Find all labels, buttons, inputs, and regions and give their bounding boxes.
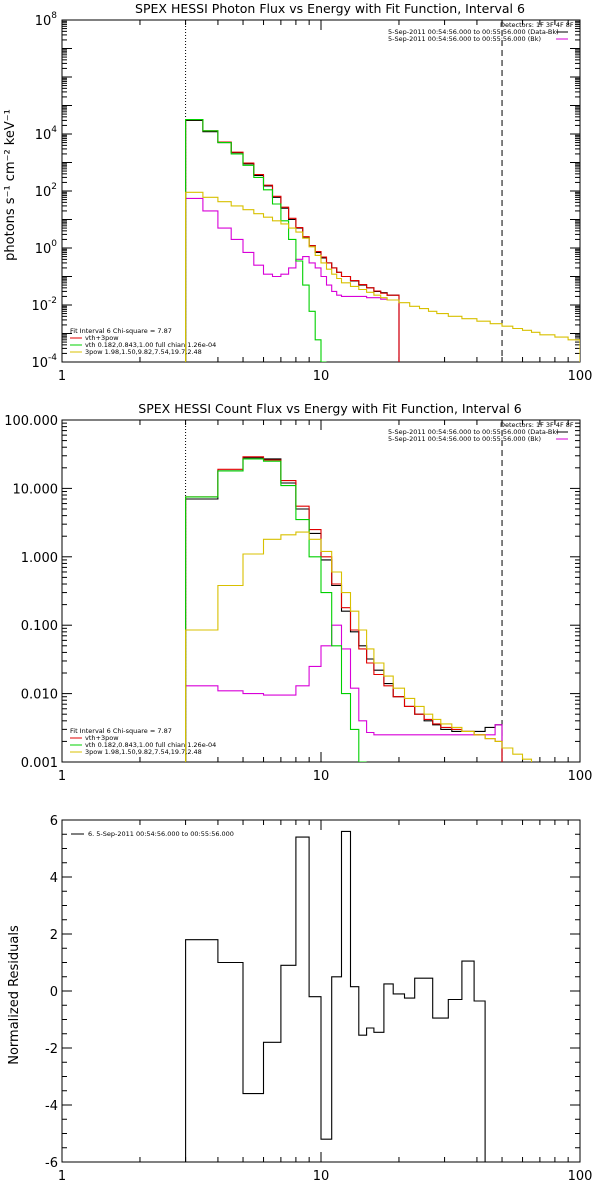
legend-vth3pow: vth+3pow xyxy=(85,334,119,342)
series-group xyxy=(185,119,580,362)
legend-3pow: 3pow 1.98,1.50,9.82,7.54,19.7,2.48 xyxy=(85,748,202,756)
series-line-6-5-sep-2011-00-54-56-000-to-00-55-56-000 xyxy=(185,830,486,1162)
y-tick-label: 4 xyxy=(50,871,58,886)
x-tick-label: 10 xyxy=(313,1169,330,1184)
y-tick-label: 100 xyxy=(35,239,58,257)
legend-bk: 5-Sep-2011 00:54:56.000 to 00:55:56.000 … xyxy=(388,435,541,443)
y-tick-label: 10-2 xyxy=(31,296,57,314)
y-tick-label: 0.001 xyxy=(21,756,58,771)
legend-bk: 5-Sep-2011 00:54:56.000 to 00:55:56.000 … xyxy=(388,35,541,43)
x-tick-label: 1 xyxy=(58,769,66,784)
series-line-data-bk xyxy=(185,457,503,762)
series-line-data-bk xyxy=(185,119,400,362)
legend-detectors: Detectors: 1F 3F 4F 8F xyxy=(500,21,574,29)
series-line-vth-3pow xyxy=(185,119,400,362)
y-axis-label: photons s⁻¹ cm⁻² keV⁻¹ xyxy=(3,109,18,261)
plot-area: 1 10 100 -6 -4 -2 0 2 4 6 xyxy=(45,814,592,1184)
x-tick-label: 10 xyxy=(313,369,330,384)
series-line-vth xyxy=(185,119,327,362)
x-tick-label: 1 xyxy=(58,1169,66,1184)
series-line-3pow xyxy=(185,191,580,362)
y-tick-label: 6 xyxy=(50,814,58,829)
legend-data-bk: 5-Sep-2011 00:54:56.000 to 00:55:56.000 … xyxy=(388,28,559,36)
y-tick-label: 0 xyxy=(50,985,58,1000)
panel-photon-flux: SPEX HESSI Photon Flux vs Energy with Fi… xyxy=(3,1,592,384)
legend-vth: vth 0.182,0.843,1.00 full chian 1.26e-04 xyxy=(85,341,216,349)
panel-title: SPEX HESSI Photon Flux vs Energy with Fi… xyxy=(135,1,525,16)
series-group xyxy=(185,830,486,1162)
legend-bottom-left: Fit Interval 6 Chi-square = 7.87 vth+3po… xyxy=(70,327,216,356)
y-tick-label: 10-4 xyxy=(31,353,57,371)
y-tick-label: 2 xyxy=(50,928,58,943)
y-tick-label: 102 xyxy=(35,182,57,200)
y-tick-label: -2 xyxy=(45,1042,58,1057)
x-tick-label: 100 xyxy=(568,1169,593,1184)
y-tick-label: 104 xyxy=(35,125,58,143)
series-line-bk xyxy=(185,197,400,362)
panel-title: SPEX HESSI Count Flux vs Energy with Fit… xyxy=(138,401,521,416)
legend-3pow: 3pow 1.98,1.50,9.82,7.54,19.7,2.48 xyxy=(85,348,202,356)
legend-fit-interval: Fit Interval 6 Chi-square = 7.87 xyxy=(70,727,172,735)
series-line-vth xyxy=(185,458,367,762)
plot-area: 1 10 100 0.001 0.010 0.100 1.000 10.000 100.000 xyxy=(4,414,592,784)
panel-count-flux: SPEX HESSI Count Flux vs Energy with Fit… xyxy=(4,401,592,784)
series-line-3pow xyxy=(185,531,533,762)
y-tick-label: -6 xyxy=(45,1156,58,1171)
legend-bottom-left: Fit Interval 6 Chi-square = 7.87 vth+3po… xyxy=(70,727,216,756)
series-line-bk xyxy=(185,624,503,762)
y-tick-label: 1.000 xyxy=(21,551,58,566)
x-tick-label: 10 xyxy=(313,769,330,784)
series-group xyxy=(185,456,533,762)
y-axis-label: Normalized Residuals xyxy=(7,925,22,1065)
legend-vth: vth 0.182,0.843,1.00 full chian 1.26e-04 xyxy=(85,741,216,749)
y-tick-label: 108 xyxy=(35,11,58,29)
x-tick-label: 1 xyxy=(58,369,66,384)
x-tick-label: 100 xyxy=(568,369,593,384)
plot-area: 1 10 100 10-4 10-2 100 102 104 108 xyxy=(31,11,592,384)
legend-interval: 6. 5-Sep-2011 00:54:56.000 to 00:55:56.0… xyxy=(88,830,234,838)
series-line-vth-3pow xyxy=(185,456,503,762)
y-tick-label: 0.010 xyxy=(21,688,58,703)
legend-detectors: Detectors: 1F 3F 4F 8F xyxy=(500,421,574,429)
y-tick-label: 0.100 xyxy=(21,619,58,634)
y-tick-label: 10.000 xyxy=(13,482,59,497)
panel-residuals: Normalized Residuals 1 10 100 -6 -4 -2 0 2 4 6 6.… xyxy=(7,814,592,1184)
legend-data-bk: 5-Sep-2011 00:54:56.000 to 00:55:56.000 … xyxy=(388,428,559,436)
legend-top-right: Detectors: 1F 3F 4F 8F 5-Sep-2011 00:54:… xyxy=(388,421,574,443)
y-tick-label: 100.000 xyxy=(4,414,58,429)
legend-top-right: Detectors: 1F 3F 4F 8F 5-Sep-2011 00:54:… xyxy=(388,21,574,43)
legend-vth3pow: vth+3pow xyxy=(85,734,119,742)
x-tick-label: 100 xyxy=(568,769,593,784)
y-tick-label: -4 xyxy=(45,1099,58,1114)
legend-fit-interval: Fit Interval 6 Chi-square = 7.87 xyxy=(70,327,172,335)
